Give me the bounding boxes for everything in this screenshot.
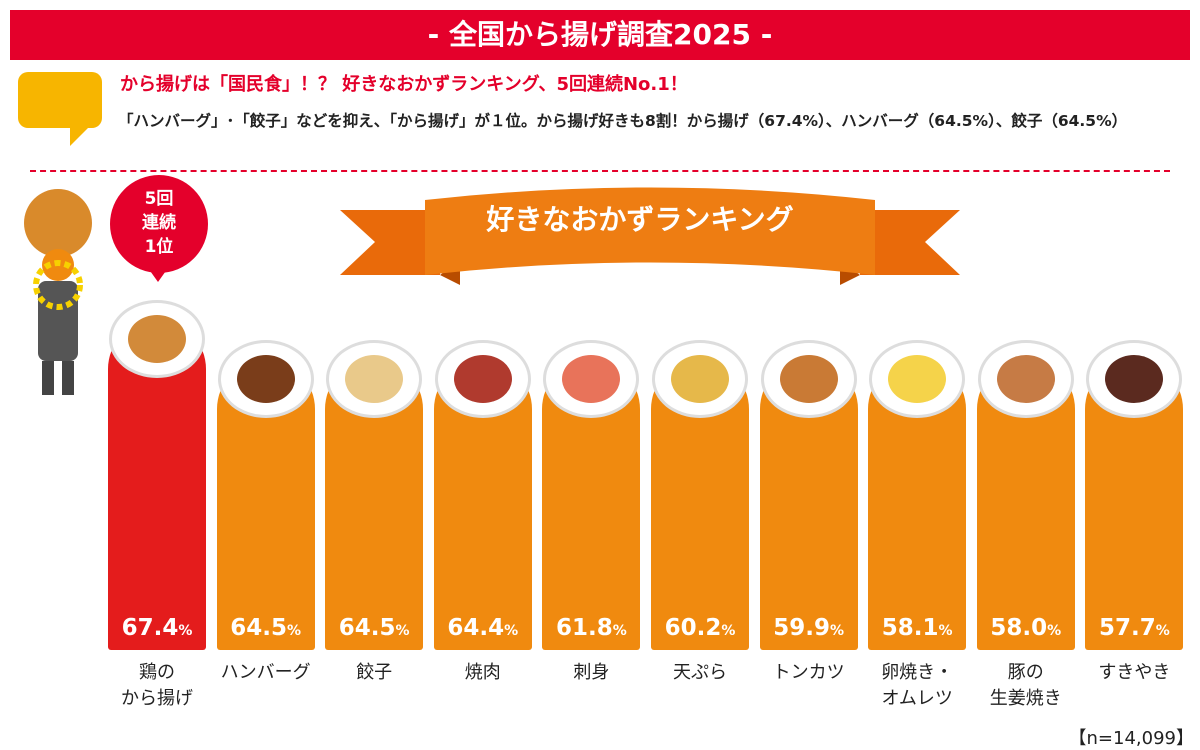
value-label: 59.9%	[760, 615, 858, 641]
value-label: 58.0%	[977, 615, 1075, 641]
food-image	[888, 355, 947, 403]
value-label: 64.4%	[434, 615, 532, 641]
value-label: 64.5%	[217, 615, 315, 641]
value-label: 64.5%	[325, 615, 423, 641]
category-label: 天ぷら	[673, 662, 727, 683]
divider	[30, 170, 1170, 172]
sample-size-note: 【n=14,099】	[1068, 728, 1194, 749]
ribbon-banner	[340, 187, 960, 285]
description: 「ハンバーグ」･「餃子」などを抑え、「から揚げ」が１位。から揚げ好きも8割！から…	[118, 112, 1128, 130]
value-label: 57.7%	[1085, 615, 1183, 641]
food-image	[128, 315, 186, 363]
header-banner: - 全国から揚げ調査2025 -	[10, 10, 1190, 60]
category-label: トンカツ	[772, 662, 845, 683]
category-label: 卵焼き・ オムレツ	[881, 662, 954, 709]
value-unit: %	[286, 623, 301, 639]
value-unit: %	[395, 623, 410, 639]
value-number: 58.1	[881, 615, 939, 641]
value-number: 58.0	[990, 615, 1048, 641]
value-unit: %	[1155, 623, 1170, 639]
value-number: 60.2	[664, 615, 722, 641]
category-label: ハンバーグ	[220, 662, 311, 683]
value-label: 61.8%	[542, 615, 640, 641]
food-image	[1105, 355, 1164, 403]
value-unit: %	[938, 623, 953, 639]
value-number: 64.4	[447, 615, 505, 641]
food-plate-icon	[217, 340, 314, 418]
consecutive-first-badge: 5回 連続 1位	[110, 175, 208, 273]
value-unit: %	[504, 623, 519, 639]
value-number: 67.4	[121, 615, 179, 641]
food-plate-icon	[869, 340, 966, 418]
food-plate-icon	[977, 340, 1074, 418]
value-unit: %	[829, 623, 844, 639]
category-label: 鶏の から揚げ	[121, 662, 193, 709]
food-image	[562, 355, 621, 403]
food-plate-icon	[1086, 340, 1183, 418]
food-plate-icon	[652, 340, 748, 418]
food-image	[453, 355, 512, 403]
food-image	[236, 355, 295, 403]
value-number: 64.5	[230, 615, 287, 641]
food-plate-icon	[434, 340, 531, 418]
mascot-character	[24, 189, 92, 395]
badge-tail	[148, 268, 168, 282]
value-unit: %	[721, 623, 736, 639]
value-unit: %	[1047, 623, 1062, 639]
value-unit: %	[612, 623, 627, 639]
category-label: 豚の 生姜焼き	[989, 662, 1062, 709]
speech-bubble-icon	[18, 72, 102, 128]
food-image	[345, 355, 404, 403]
food-image	[779, 355, 838, 403]
food-plate-icon	[760, 340, 857, 418]
category-label: すきやき	[1098, 662, 1171, 683]
speech-bubble-tail	[70, 124, 92, 146]
value-label: 60.2%	[651, 615, 749, 641]
value-unit: %	[178, 623, 193, 639]
value-label: 58.1%	[868, 615, 966, 641]
food-image	[671, 355, 729, 403]
category-label: 焼肉	[464, 662, 501, 683]
category-label: 刺身	[573, 662, 610, 683]
page-title: - 全国から揚げ調査2025 -	[427, 18, 773, 51]
food-plate-icon	[543, 340, 640, 418]
value-number: 57.7	[1099, 615, 1156, 641]
value-label: 67.4%	[108, 615, 206, 641]
value-number: 59.9	[773, 615, 830, 641]
food-plate-icon	[326, 340, 423, 418]
headline: から揚げは「国民食」！？ 好きなおかずランキング、5回連続No.1！	[120, 74, 688, 95]
food-image	[996, 355, 1055, 403]
chart-title: 好きなおかずランキング	[486, 203, 794, 236]
food-plate-icon	[109, 300, 205, 378]
value-number: 64.5	[338, 615, 396, 641]
category-label: 餃子	[356, 662, 393, 683]
value-number: 61.8	[556, 615, 613, 641]
